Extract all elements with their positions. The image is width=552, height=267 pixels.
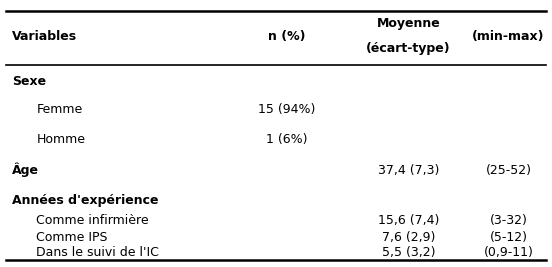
Text: (5-12): (5-12) — [490, 231, 528, 244]
Text: 15,6 (7,4): 15,6 (7,4) — [378, 214, 439, 227]
Text: 37,4 (7,3): 37,4 (7,3) — [378, 164, 439, 177]
Text: 5,5 (3,2): 5,5 (3,2) — [382, 246, 436, 259]
Text: (min-max): (min-max) — [473, 30, 545, 43]
Text: Comme infirmière: Comme infirmière — [36, 214, 149, 227]
Text: n (%): n (%) — [268, 30, 306, 43]
Text: Années d'expérience: Années d'expérience — [12, 194, 158, 207]
Text: Âge: Âge — [12, 163, 39, 177]
Text: Femme: Femme — [36, 103, 83, 116]
Text: 15 (94%): 15 (94%) — [258, 103, 316, 116]
Text: (écart-type): (écart-type) — [366, 42, 451, 55]
Text: (0,9-11): (0,9-11) — [484, 246, 534, 259]
Text: Moyenne: Moyenne — [376, 17, 440, 30]
Text: Sexe: Sexe — [12, 75, 46, 88]
Text: (3-32): (3-32) — [490, 214, 528, 227]
Text: (25-52): (25-52) — [486, 164, 532, 177]
Text: Dans le suivi de l'IC: Dans le suivi de l'IC — [36, 246, 159, 259]
Text: Homme: Homme — [36, 133, 86, 146]
Text: 1 (6%): 1 (6%) — [266, 133, 307, 146]
Text: Comme IPS: Comme IPS — [36, 231, 108, 244]
Text: Variables: Variables — [12, 30, 77, 43]
Text: 7,6 (2,9): 7,6 (2,9) — [382, 231, 435, 244]
